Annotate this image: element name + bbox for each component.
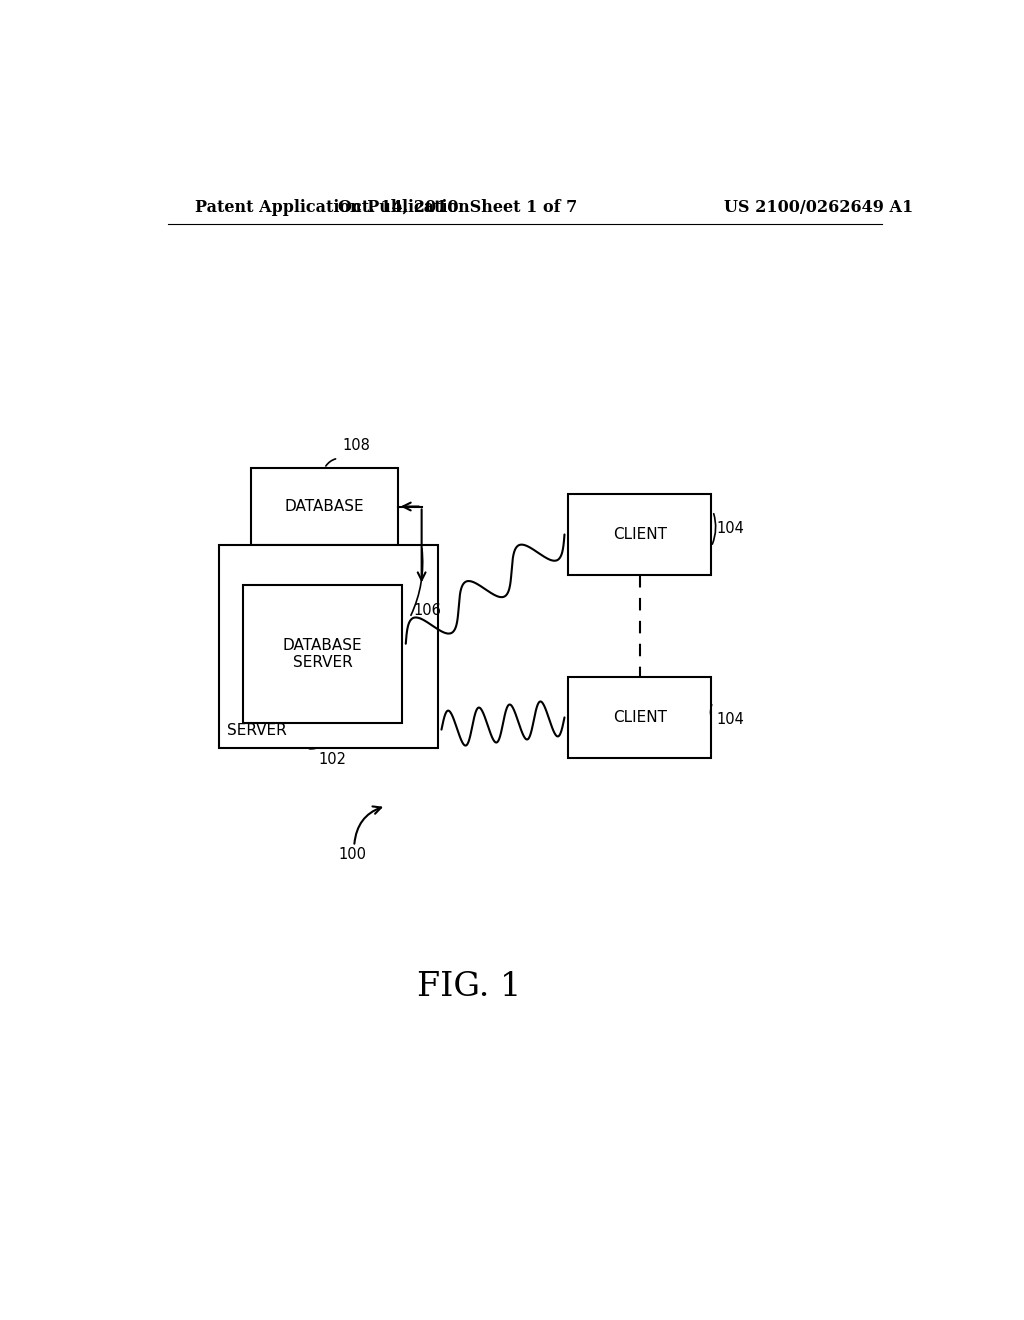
Text: US 2100/0262649 A1: US 2100/0262649 A1: [724, 199, 913, 215]
Text: CLIENT: CLIENT: [613, 527, 667, 543]
Text: CLIENT: CLIENT: [613, 710, 667, 725]
Text: 102: 102: [318, 752, 346, 767]
Text: FIG. 1: FIG. 1: [417, 970, 521, 1003]
Text: 106: 106: [414, 603, 441, 618]
Bar: [568, 494, 712, 576]
Text: 104: 104: [717, 713, 744, 727]
Bar: [243, 585, 401, 722]
Text: Oct. 14, 2010  Sheet 1 of 7: Oct. 14, 2010 Sheet 1 of 7: [338, 199, 577, 215]
Text: Patent Application Publication: Patent Application Publication: [196, 199, 470, 215]
Text: 104: 104: [717, 521, 744, 536]
Text: DATABASE: DATABASE: [285, 499, 365, 513]
Text: 100: 100: [338, 847, 367, 862]
Text: SERVER: SERVER: [227, 723, 287, 738]
Bar: [251, 469, 397, 545]
Text: DATABASE
SERVER: DATABASE SERVER: [283, 638, 362, 671]
Bar: [568, 677, 712, 758]
Bar: [219, 545, 437, 748]
Text: 108: 108: [342, 438, 370, 453]
